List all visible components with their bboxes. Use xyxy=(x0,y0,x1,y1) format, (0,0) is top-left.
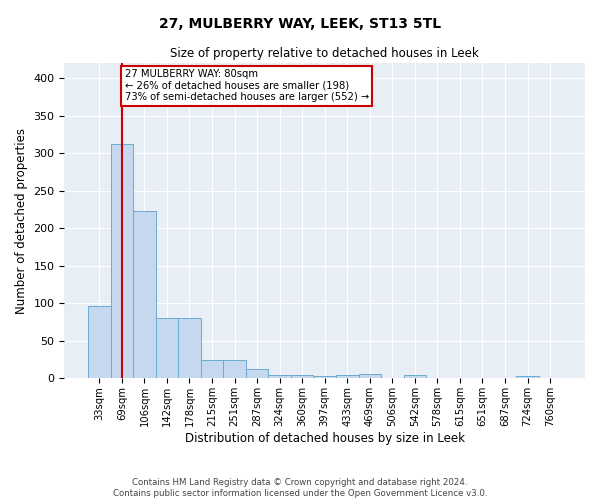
Y-axis label: Number of detached properties: Number of detached properties xyxy=(15,128,28,314)
Bar xyxy=(336,374,359,378)
Bar xyxy=(516,376,539,378)
Bar xyxy=(404,376,426,378)
Bar xyxy=(155,318,178,378)
Title: Size of property relative to detached houses in Leek: Size of property relative to detached ho… xyxy=(170,48,479,60)
Bar xyxy=(201,360,223,378)
Bar xyxy=(178,318,201,378)
Bar xyxy=(291,374,313,378)
Bar xyxy=(223,360,246,378)
Bar xyxy=(359,374,381,378)
X-axis label: Distribution of detached houses by size in Leek: Distribution of detached houses by size … xyxy=(185,432,465,445)
Bar xyxy=(133,211,155,378)
Bar xyxy=(88,306,110,378)
Bar xyxy=(313,376,336,378)
Text: Contains HM Land Registry data © Crown copyright and database right 2024.
Contai: Contains HM Land Registry data © Crown c… xyxy=(113,478,487,498)
Bar xyxy=(110,144,133,378)
Text: 27, MULBERRY WAY, LEEK, ST13 5TL: 27, MULBERRY WAY, LEEK, ST13 5TL xyxy=(159,18,441,32)
Bar xyxy=(246,368,268,378)
Bar xyxy=(268,374,291,378)
Text: 27 MULBERRY WAY: 80sqm
← 26% of detached houses are smaller (198)
73% of semi-de: 27 MULBERRY WAY: 80sqm ← 26% of detached… xyxy=(125,69,369,102)
